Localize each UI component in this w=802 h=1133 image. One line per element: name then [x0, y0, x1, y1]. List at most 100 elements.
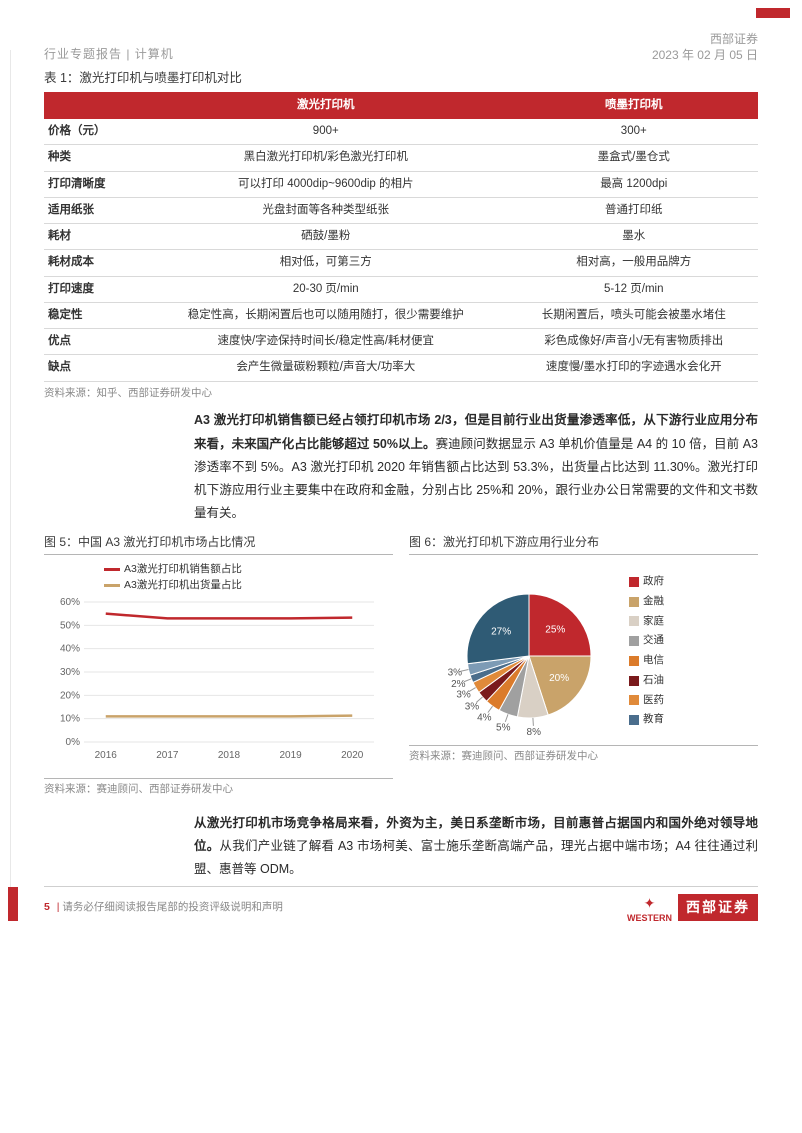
page-header: 行业专题报告 | 计算机 西部证券 2023 年 02 月 05 日 [44, 32, 758, 63]
figure-row: 图 5：中国 A3 激光打印机市场占比情况 A3激光打印机销售额占比A3激光打印… [44, 533, 758, 806]
para2-rest: 从我们产业链了解看 A3 市场柯美、富士施乐垄断高端产品，理光占据中端市场；A4… [194, 839, 758, 876]
table-cell: 光盘封面等各种类型纸张 [142, 197, 510, 223]
row-label: 缺点 [44, 355, 142, 381]
table-row: 缺点会产生微量碳粉颗粒/声音大/功率大速度慢/墨水打印的字迹遇水会化开 [44, 355, 758, 381]
svg-text:2%: 2% [451, 679, 466, 690]
row-label: 价格（元） [44, 119, 142, 145]
figure6-source: 资料来源：赛迪顾问、西部证券研发中心 [409, 745, 758, 765]
table-cell: 900+ [142, 119, 510, 145]
table-cell: 黑白激光打印机/彩色激光打印机 [142, 145, 510, 171]
legend-item: 家庭 [629, 614, 664, 630]
legend-item: 交通 [629, 633, 664, 649]
table-cell: 相对高，一般用品牌方 [510, 250, 758, 276]
company-name: 西部证券 [652, 32, 758, 48]
table-cell: 20-30 页/min [142, 276, 510, 302]
table-row: 耗材硒鼓/墨粉墨水 [44, 224, 758, 250]
svg-text:20%: 20% [549, 673, 569, 684]
table-cell: 墨水 [510, 224, 758, 250]
brand-block: ✦ WESTERN 西部证券 [627, 893, 758, 923]
svg-text:0%: 0% [66, 737, 81, 748]
table-row: 优点速度快/字迹保持时间长/稳定性高/耗材便宜彩色成像好/声音小/无有害物质排出 [44, 329, 758, 355]
footer-disclaimer: 请务必仔细阅读报告尾部的投资评级说明和声明 [62, 901, 283, 913]
left-accent [8, 887, 18, 921]
legend-item: A3激光打印机销售额占比 [104, 562, 242, 578]
figure5-chart: 0% 10% 20% 30% 40% 50% 60% 2016 2017 2018 2019 2020 [44, 594, 393, 774]
table-cell: 彩色成像好/声音小/无有害物质排出 [510, 329, 758, 355]
report-category: 行业专题报告 | 计算机 [44, 45, 174, 63]
svg-text:2019: 2019 [280, 750, 303, 761]
paragraph-1: A3 激光打印机销售额已经占领打印机市场 2/3，但是目前行业出货量渗透率低，从… [44, 409, 758, 525]
table-cell: 速度慢/墨水打印的字迹遇水会化开 [510, 355, 758, 381]
table-row: 适用纸张光盘封面等各种类型纸张普通打印纸 [44, 197, 758, 223]
svg-text:20%: 20% [60, 690, 80, 701]
figure6-legend: 政府金融家庭交通电信石油医药教育 [629, 574, 672, 728]
row-label: 稳定性 [44, 302, 142, 328]
figure5-source: 资料来源：赛迪顾问、西部证券研发中心 [44, 778, 393, 798]
corner-accent [756, 8, 790, 18]
table-row: 打印速度20-30 页/min5-12 页/min [44, 276, 758, 302]
svg-text:40%: 40% [60, 643, 80, 654]
legend-item: 金融 [629, 594, 664, 610]
table-header: 喷墨打印机 [510, 92, 758, 119]
table-row: 种类黑白激光打印机/彩色激光打印机墨盒式/墨仓式 [44, 145, 758, 171]
svg-text:2017: 2017 [156, 750, 179, 761]
paragraph-2: 从激光打印机市场竞争格局来看，外资为主，美日系垄断市场，目前惠普占据国内和国外绝… [44, 812, 758, 881]
table-cell: 硒鼓/墨粉 [142, 224, 510, 250]
row-label: 打印速度 [44, 276, 142, 302]
table-cell: 5-12 页/min [510, 276, 758, 302]
table-cell: 最高 1200dpi [510, 171, 758, 197]
table-cell: 会产生微量碳粉颗粒/声音大/功率大 [142, 355, 510, 381]
figure5-title: 图 5：中国 A3 激光打印机市场占比情况 [44, 533, 393, 555]
row-label: 耗材 [44, 224, 142, 250]
table-cell: 稳定性高，长期闲置后也可以随用随打，很少需要维护 [142, 302, 510, 328]
svg-text:2016: 2016 [95, 750, 118, 761]
row-label: 耗材成本 [44, 250, 142, 276]
figure6-title: 图 6：激光打印机下游应用行业分布 [409, 533, 758, 555]
svg-text:3%: 3% [465, 701, 480, 712]
legend-item: 石油 [629, 673, 664, 689]
svg-text:25%: 25% [545, 625, 565, 636]
table-row: 价格（元）900+300+ [44, 119, 758, 145]
table-cell: 普通打印纸 [510, 197, 758, 223]
svg-text:5%: 5% [496, 723, 511, 734]
svg-text:4%: 4% [477, 713, 492, 724]
svg-text:3%: 3% [448, 668, 463, 679]
brand-zh: 西部证券 [678, 894, 758, 921]
table1-source: 资料来源：知乎、西部证券研发中心 [44, 386, 758, 402]
table1-caption: 表 1：激光打印机与喷墨打印机对比 [44, 69, 758, 88]
svg-text:2018: 2018 [218, 750, 241, 761]
svg-text:8%: 8% [527, 727, 542, 738]
legend-item: 医药 [629, 693, 664, 709]
svg-text:60%: 60% [60, 597, 80, 608]
left-rule [10, 50, 11, 891]
row-label: 种类 [44, 145, 142, 171]
svg-text:2020: 2020 [341, 750, 364, 761]
svg-text:50%: 50% [60, 620, 80, 631]
table-cell: 300+ [510, 119, 758, 145]
svg-text:27%: 27% [491, 626, 511, 637]
legend-item: 电信 [629, 653, 664, 669]
page-number: 5 [44, 901, 50, 913]
table-cell: 相对低，可第三方 [142, 250, 510, 276]
page-footer: 5 | 请务必仔细阅读报告尾部的投资评级说明和声明 ✦ WESTERN 西部证券 [44, 886, 758, 923]
report-date: 2023 年 02 月 05 日 [652, 48, 758, 64]
table-header: 激光打印机 [142, 92, 510, 119]
table-cell: 可以打印 4000dip~9600dip 的相片 [142, 171, 510, 197]
comparison-table: 激光打印机喷墨打印机 价格（元）900+300+种类黑白激光打印机/彩色激光打印… [44, 92, 758, 382]
svg-text:10%: 10% [60, 713, 80, 724]
table-cell: 墨盒式/墨仓式 [510, 145, 758, 171]
row-label: 适用纸张 [44, 197, 142, 223]
row-label: 优点 [44, 329, 142, 355]
legend-item: 政府 [629, 574, 664, 590]
table-header [44, 92, 142, 119]
legend-item: A3激光打印机出货量占比 [104, 578, 242, 594]
row-label: 打印清晰度 [44, 171, 142, 197]
figure5-legend: A3激光打印机销售额占比A3激光打印机出货量占比 [44, 561, 393, 594]
svg-text:30%: 30% [60, 667, 80, 678]
table-cell: 长期闲置后，喷头可能会被墨水堵住 [510, 302, 758, 328]
table-row: 稳定性稳定性高，长期闲置后也可以随用随打，很少需要维护长期闲置后，喷头可能会被墨… [44, 302, 758, 328]
legend-item: 教育 [629, 712, 664, 728]
table-row: 耗材成本相对低，可第三方相对高，一般用品牌方 [44, 250, 758, 276]
table-row: 打印清晰度可以打印 4000dip~9600dip 的相片最高 1200dpi [44, 171, 758, 197]
figure6-chart: 25%20%8%5%4%3%3%2%3%27% 政府金融家庭交通电信石油医药教育 [409, 561, 758, 741]
